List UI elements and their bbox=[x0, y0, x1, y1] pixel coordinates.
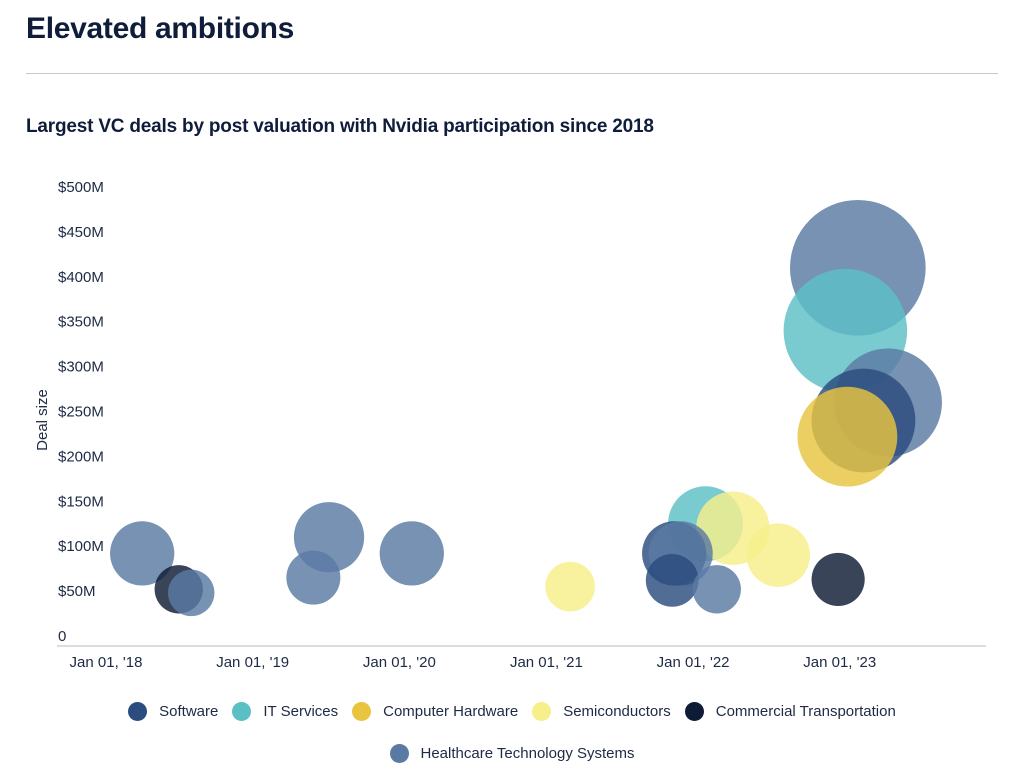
y-tick-label: $500M bbox=[58, 179, 104, 196]
legend-swatch bbox=[232, 702, 252, 721]
bubble-healthcare-technology-systems bbox=[110, 521, 175, 586]
y-tick-label: $450M bbox=[58, 224, 104, 241]
legend-item[interactable]: Computer Hardware bbox=[352, 702, 518, 721]
legend-label: Software bbox=[159, 703, 219, 720]
bubble-semiconductors bbox=[746, 523, 811, 587]
legend-label: Commercial Transportation bbox=[715, 703, 896, 720]
legend-swatch bbox=[532, 702, 552, 721]
bubble-healthcare-technology-systems bbox=[692, 565, 741, 614]
x-tick-label: Jan 01, '19 bbox=[216, 654, 289, 671]
y-tick-label: $150M bbox=[58, 493, 104, 510]
x-tick-label: Jan 01, '18 bbox=[70, 654, 143, 671]
legend-swatch bbox=[128, 702, 148, 721]
y-tick-label: $200M bbox=[58, 448, 104, 465]
legend-row-2: Healthcare Technology Systems bbox=[0, 744, 1024, 763]
y-tick-label: 0 bbox=[58, 628, 66, 645]
x-tick-label: Jan 01, '21 bbox=[510, 654, 583, 671]
x-tick-label: Jan 01, '20 bbox=[363, 654, 436, 671]
chart-subtitle: Largest VC deals by post valuation with … bbox=[26, 116, 654, 137]
y-tick-label: $400M bbox=[58, 269, 104, 286]
x-tick-label: Jan 01, '23 bbox=[803, 654, 876, 671]
bubble-healthcare-technology-systems bbox=[286, 550, 341, 605]
legend-label: Computer Hardware bbox=[383, 703, 519, 720]
page-title: Elevated ambitions bbox=[26, 12, 295, 45]
bubble-semiconductors bbox=[545, 561, 595, 612]
legend-item[interactable]: Semiconductors bbox=[532, 702, 671, 721]
y-tick-label: $250M bbox=[58, 404, 104, 421]
legend-item[interactable]: Software bbox=[128, 702, 218, 721]
y-tick-label: $300M bbox=[58, 359, 104, 376]
legend-label: Healthcare Technology Systems bbox=[420, 745, 635, 762]
legend-label: Semiconductors bbox=[563, 703, 671, 720]
bubble-software bbox=[645, 553, 699, 607]
legend-swatch bbox=[389, 744, 409, 763]
y-tick-label: $50M bbox=[58, 583, 96, 600]
legend-item[interactable]: IT Services bbox=[232, 702, 338, 721]
bubble-healthcare-technology-systems bbox=[167, 569, 215, 617]
bubble-computer-hardware bbox=[797, 386, 898, 487]
title-divider bbox=[26, 73, 998, 74]
y-tick-label: $350M bbox=[58, 314, 104, 331]
legend-swatch bbox=[684, 702, 704, 721]
x-axis: Jan 01, '18 Jan 01, '19 Jan 01, '20 Jan 01,… bbox=[70, 654, 877, 671]
legend-label: IT Services bbox=[263, 703, 339, 720]
legend-item[interactable]: Healthcare Technology Systems bbox=[389, 744, 635, 763]
y-axis-label: Deal size bbox=[34, 389, 51, 451]
plot-area bbox=[110, 199, 942, 617]
y-axis: 0 $50M $100M $150M $200M $250M $300M $350M $400M… bbox=[58, 179, 104, 645]
legend-swatch bbox=[352, 702, 372, 721]
bubble-healthcare-technology-systems bbox=[379, 521, 444, 586]
x-tick-label: Jan 01, '22 bbox=[657, 654, 730, 671]
bubble-commercial-transportation bbox=[811, 552, 865, 607]
y-tick-label: $100M bbox=[58, 538, 104, 555]
legend: Software IT Services Computer Hardware Semi… bbox=[0, 702, 1024, 721]
legend-item[interactable]: Commercial Transportation bbox=[684, 702, 896, 721]
